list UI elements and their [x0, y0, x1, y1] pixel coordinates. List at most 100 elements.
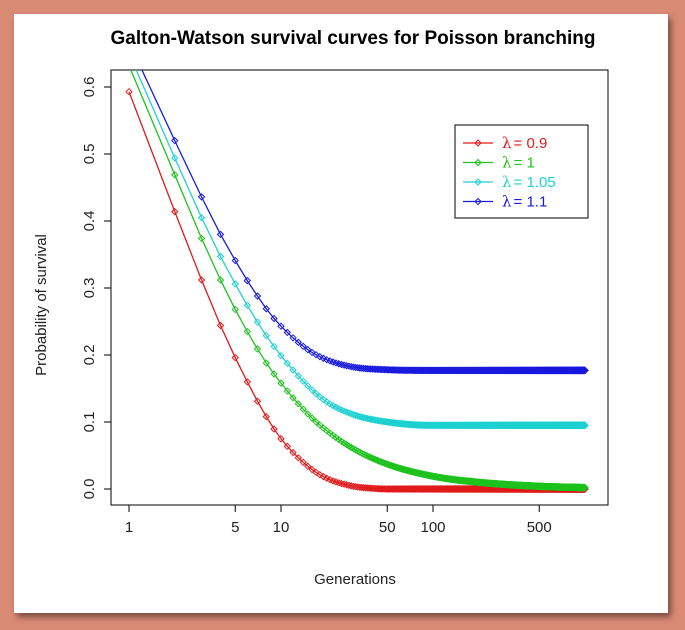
data-point-marker [312, 418, 320, 426]
series-4-group [141, 70, 589, 375]
legend-entry-label: λ = 0.9 [502, 134, 547, 152]
y-tick-label: 0.4 [81, 211, 98, 232]
data-point-marker [312, 351, 320, 359]
data-point-marker [349, 410, 358, 419]
legend-marker [474, 158, 482, 167]
data-point-marker [283, 328, 291, 337]
data-point-marker [289, 334, 297, 342]
data-point-marker [289, 366, 297, 374]
data-point-marker [216, 321, 225, 330]
data-point-marker [262, 331, 270, 340]
y-tick-label: 0.2 [81, 345, 98, 366]
legend: λ = 0.9 λ = 1λ = 1.05 λ = 1.1 [454, 124, 589, 219]
data-point-marker [231, 280, 239, 288]
data-point-marker [316, 393, 324, 401]
x-tick-label: 50 [379, 519, 396, 536]
data-point-marker [294, 338, 303, 347]
data-point-marker [349, 363, 358, 371]
plot-lines [125, 63, 589, 493]
data-point-marker [270, 342, 278, 351]
legend-marker [474, 178, 482, 186]
data-point-marker [299, 377, 307, 385]
data-point-marker [342, 481, 351, 489]
data-point-marker [304, 382, 312, 390]
data-point-marker [329, 431, 337, 440]
data-point-marker [326, 400, 334, 408]
data-point-marker [277, 351, 285, 360]
chart-panel: Galton-Watson survival curves for Poisso… [14, 14, 668, 613]
data-point-marker [243, 378, 251, 386]
data-point-marker [277, 322, 285, 330]
data-point-marker [351, 483, 360, 491]
data-point-marker [347, 482, 355, 490]
data-point-marker [243, 276, 251, 285]
data-point-marker [171, 171, 179, 179]
data-point-marker [216, 252, 225, 261]
data-point-marker [351, 446, 360, 454]
series-2-group [126, 63, 589, 492]
data-point-marker [197, 234, 206, 243]
data-point-marker [299, 342, 307, 350]
data-point-marker [126, 63, 132, 69]
data-point-marker [253, 397, 262, 405]
data-point-marker [308, 465, 316, 474]
data-point-marker [326, 429, 334, 437]
data-point-marker [388, 462, 397, 470]
data-point-marker [231, 305, 239, 314]
legend-entry-label: λ = 1 [502, 154, 535, 172]
data-point-marker [304, 345, 312, 354]
data-point-marker [347, 362, 355, 371]
x-tick-label: 100 [420, 519, 445, 536]
data-point-marker [356, 448, 364, 456]
data-point-marker [304, 410, 312, 418]
data-point-marker [253, 318, 262, 326]
x-tick-label: 500 [527, 519, 552, 536]
x-tick-label: 1 [125, 519, 133, 536]
data-point-marker [304, 462, 312, 470]
data-point-marker [323, 398, 331, 406]
y-tick-label: 0.5 [81, 144, 98, 165]
data-point-marker [581, 421, 589, 430]
data-point-marker [270, 370, 278, 378]
legend-marker [474, 197, 482, 206]
data-point-marker [262, 305, 270, 313]
data-point-marker [342, 361, 351, 370]
x-axis-label: Generations [314, 571, 396, 588]
data-point-marker [581, 483, 589, 492]
data-point-marker [358, 413, 366, 421]
data-point-marker [354, 412, 362, 420]
data-point-marker [345, 481, 353, 490]
data-point-marker [299, 458, 307, 467]
legend-entry-label: λ = 1.1 [502, 193, 547, 211]
data-point-marker [319, 354, 328, 362]
y-tick-label: 0.1 [81, 412, 98, 433]
data-point-marker [289, 448, 297, 457]
chart-title: Galton-Watson survival curves for Poisso… [111, 28, 596, 49]
data-point-marker [378, 417, 386, 425]
data-point-marker [283, 442, 291, 451]
data-point-marker [319, 395, 328, 404]
data-point-marker [367, 453, 375, 462]
data-point-marker [337, 479, 346, 488]
data-point-marker [316, 352, 324, 361]
data-point-marker [354, 447, 362, 455]
data-point-marker [308, 386, 316, 394]
data-point-marker [581, 366, 589, 375]
data-point-marker [319, 472, 328, 481]
data-point-marker [277, 435, 285, 443]
data-point-marker [270, 425, 278, 433]
data-point-marker [312, 389, 320, 398]
data-point-marker [349, 482, 358, 491]
data-point-marker [171, 154, 179, 162]
y-axis-label: Probability of survival [33, 234, 50, 376]
data-point-marker [125, 87, 133, 96]
x-tick-label: 5 [231, 519, 239, 536]
data-point-marker [197, 276, 206, 284]
data-point-marker [253, 292, 262, 300]
data-point-marker [372, 484, 380, 493]
data-point-marker [171, 207, 179, 216]
data-point-marker [345, 362, 353, 370]
data-point-marker [359, 450, 368, 458]
data-point-marker [372, 365, 380, 373]
